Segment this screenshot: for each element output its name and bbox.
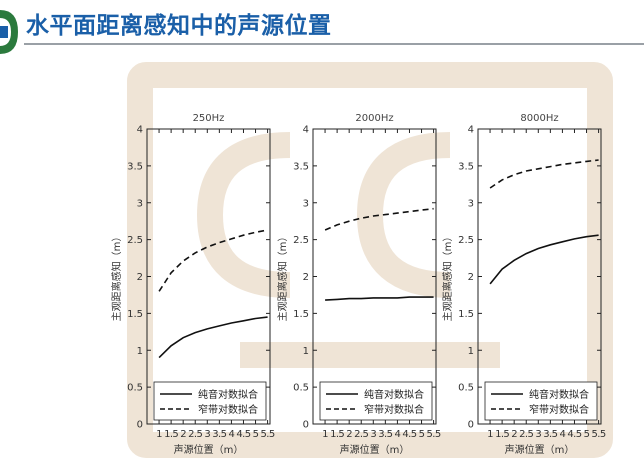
y-axis-label: 主观距离感知（m）	[110, 232, 123, 322]
legend-box	[153, 381, 267, 421]
x-tick-label: 2	[180, 429, 186, 440]
x-tick-label: 2.5	[354, 429, 368, 440]
x-tick-label: 5	[253, 429, 259, 440]
series-line-pure-tone	[158, 316, 268, 359]
x-tick-label: 1.5	[164, 429, 178, 440]
legend-label: 纯音对数拟合	[198, 388, 258, 401]
y-tick-label: 0.5	[458, 383, 474, 394]
legend-label: 窄带对数拟合	[364, 403, 424, 416]
series-line-pure-tone	[325, 296, 434, 301]
series-line-narrowband	[158, 229, 268, 292]
y-tick-label: 2.5	[127, 235, 143, 246]
x-axis-label: 声源位置（m）	[505, 443, 575, 456]
plot-frame-1	[146, 128, 271, 425]
x-axis-label: 声源位置（m）	[174, 443, 244, 456]
x-tick-label: 1.5	[495, 429, 509, 440]
y-tick-label: 2	[303, 272, 309, 283]
x-tick-label: 5.5	[592, 429, 606, 440]
x-tick-label: 5	[419, 429, 425, 440]
y-tick-label: 0	[137, 420, 143, 431]
x-tick-label: 4.5	[567, 429, 581, 440]
x-tick-label: 2	[511, 429, 517, 440]
y-tick-label: 0.5	[127, 383, 143, 394]
x-tick-label: 3.5	[212, 429, 226, 440]
legend-label: 纯音对数拟合	[364, 388, 424, 401]
x-tick-label: 2	[346, 429, 352, 440]
y-tick-label: 0	[468, 420, 474, 431]
y-tick-label: 2.5	[293, 235, 309, 246]
legend-label: 纯音对数拟合	[529, 388, 589, 401]
x-tick-label: 1	[322, 429, 328, 440]
slide-title: 水平面距离感知中的声源位置	[26, 13, 332, 39]
y-tick-label: 3.5	[127, 161, 143, 172]
y-tick-label: 1	[303, 346, 309, 357]
series-line-narrowband	[489, 159, 599, 189]
x-tick-label: 3	[204, 429, 210, 440]
y-tick-label: 4	[137, 125, 143, 136]
y-tick-label: 1	[468, 346, 474, 357]
x-tick-label: 4	[560, 429, 566, 440]
logo-icon	[0, 10, 18, 54]
y-axis-label: 主观距离感知（m）	[441, 232, 454, 322]
y-tick-label: 4	[468, 125, 474, 136]
y-tick-label: 4	[303, 125, 309, 136]
y-tick-label: 3	[137, 198, 143, 209]
panel-title-1: 250Hz	[193, 113, 225, 124]
legend-box	[319, 381, 433, 421]
panel-title-2: 2000Hz	[355, 113, 393, 124]
y-tick-label: 3.5	[458, 161, 474, 172]
legend-label: 窄带对数拟合	[529, 403, 589, 416]
x-tick-label: 4.5	[402, 429, 416, 440]
x-tick-label: 1.5	[330, 429, 344, 440]
y-tick-label: 3	[303, 198, 309, 209]
watermark-logo	[127, 62, 613, 458]
y-tick-label: 3.5	[293, 161, 309, 172]
plot-frame-2	[312, 128, 437, 425]
legend-box	[484, 381, 598, 421]
y-tick-label: 2	[468, 272, 474, 283]
panel-title-3: 8000Hz	[520, 113, 558, 124]
x-tick-label: 3	[535, 429, 541, 440]
x-tick-label: 2.5	[519, 429, 533, 440]
y-tick-label: 0.5	[293, 383, 309, 394]
x-tick-label: 1	[487, 429, 493, 440]
x-tick-label: 4.5	[236, 429, 250, 440]
x-tick-label: 3.5	[543, 429, 557, 440]
x-tick-label: 3.5	[378, 429, 392, 440]
y-tick-label: 1.5	[458, 309, 474, 320]
y-tick-label: 2.5	[458, 235, 474, 246]
x-tick-label: 4	[229, 429, 235, 440]
legend-label: 窄带对数拟合	[198, 403, 258, 416]
series-line-pure-tone	[489, 234, 599, 285]
x-tick-label: 5.5	[261, 429, 275, 440]
y-tick-label: 2	[137, 272, 143, 283]
x-tick-label: 3	[370, 429, 376, 440]
x-tick-label: 2.5	[188, 429, 202, 440]
series-line-narrowband	[324, 207, 434, 231]
y-tick-label: 3	[468, 198, 474, 209]
y-axis-label: 主观距离感知（m）	[276, 232, 289, 322]
y-tick-label: 1	[137, 346, 143, 357]
x-tick-label: 4	[395, 429, 401, 440]
y-tick-label: 1.5	[127, 309, 143, 320]
y-tick-label: 0	[303, 420, 309, 431]
x-tick-label: 1	[156, 429, 162, 440]
x-tick-label: 5	[584, 429, 590, 440]
y-tick-label: 1.5	[293, 309, 309, 320]
title-divider	[24, 43, 644, 45]
x-axis-label: 声源位置（m）	[340, 443, 410, 456]
x-tick-label: 5.5	[427, 429, 441, 440]
